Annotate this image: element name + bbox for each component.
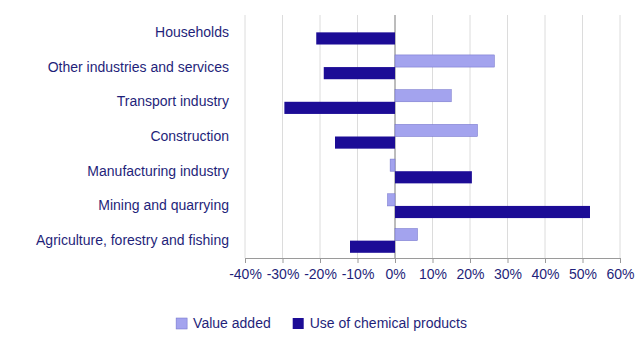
category-label: Agriculture, forestry and fishing: [36, 232, 229, 248]
tick-label: 50%: [569, 266, 597, 282]
bar: [335, 137, 395, 149]
grid-line: [320, 15, 321, 258]
plot: -40% -30%-20% -10% 0% 10% 20% 30% 40% 50% 60% Hous…: [36, 15, 635, 282]
bar: [316, 32, 395, 44]
tick-mark: [545, 258, 546, 263]
tick-mark: [283, 258, 284, 263]
grid-line: [620, 15, 621, 258]
legend-swatch: [293, 318, 304, 329]
tick-mark: [358, 258, 359, 263]
legend-label: Value added: [193, 315, 271, 331]
grid-line: [582, 15, 583, 258]
bar: [395, 171, 472, 183]
legend-item: Value added: [176, 315, 271, 331]
category-label: Mining and quarrying: [98, 197, 229, 213]
chart: -40% -30%-20% -10% 0% 10% 20% 30% 40% 50% 60% Hous…: [0, 0, 643, 340]
tick-label: 30%: [494, 266, 522, 282]
tick: Other industries and services: [48, 59, 245, 75]
tick: 30%: [494, 258, 522, 282]
tick-label: 40%: [531, 266, 559, 282]
tick: -30%: [267, 258, 300, 282]
bar: [395, 90, 451, 102]
tick-label: -10%: [342, 266, 375, 282]
category-label: Construction: [150, 128, 229, 144]
tick: Transport industry: [117, 93, 245, 109]
bar: [395, 124, 478, 136]
bar: [395, 206, 590, 218]
category-label: Manufacturing industry: [87, 163, 229, 179]
bar: [284, 102, 395, 114]
tick-mark: [245, 258, 246, 263]
tick: 10%: [419, 258, 447, 282]
tick: 60%: [606, 258, 634, 282]
legend: Value added Use of chemical products: [176, 315, 467, 331]
tick-label: -40%: [229, 266, 262, 282]
tick: Households: [155, 24, 245, 40]
tick: 20%: [456, 258, 484, 282]
legend-swatch: [176, 318, 187, 329]
grid-line: [545, 15, 546, 258]
axis-line: [246, 259, 621, 264]
tick: Construction: [150, 128, 245, 144]
tick-mark: [433, 258, 434, 263]
tick-mark: [508, 258, 509, 263]
bar: [388, 194, 396, 206]
tick: -20%: [304, 258, 337, 282]
tick-mark: [583, 258, 584, 263]
bar: [395, 228, 418, 240]
category-label: Transport industry: [117, 93, 229, 109]
grid-line: [245, 15, 246, 258]
grid-line: [507, 15, 508, 258]
bar: [350, 241, 395, 253]
tick-mark: [470, 258, 471, 263]
tick: 40%: [531, 258, 559, 282]
tick-mark: [620, 258, 621, 263]
tick: 0%: [385, 258, 405, 282]
bars: [284, 32, 590, 252]
tick: -10%: [342, 258, 375, 282]
y-axis: Households Other industries and services T…: [36, 24, 245, 248]
tick-label: -20%: [304, 266, 337, 282]
tick: Manufacturing industry: [87, 163, 245, 179]
tick: -40%: [229, 258, 262, 282]
tick-label: 0%: [385, 266, 405, 282]
tick: Agriculture, forestry and fishing: [36, 232, 245, 248]
bar: [390, 159, 395, 171]
category-label: Other industries and services: [48, 59, 229, 75]
tick-label: -30%: [267, 266, 300, 282]
legend-label: Use of chemical products: [310, 315, 467, 331]
grid: [245, 15, 620, 258]
category-label: Households: [155, 24, 229, 40]
legend-item: Use of chemical products: [293, 315, 467, 331]
tick-mark: [320, 258, 321, 263]
bar: [324, 67, 395, 79]
tick-label: 10%: [419, 266, 447, 282]
grid-line: [282, 15, 283, 258]
tick-mark: [395, 258, 396, 263]
bar: [395, 55, 494, 67]
tick: 50%: [569, 258, 597, 282]
tick-label: 60%: [606, 266, 634, 282]
tick: Mining and quarrying: [98, 197, 245, 213]
tick-label: 20%: [456, 266, 484, 282]
x-axis: -40% -30%-20% -10% 0% 10% 20% 30% 40% 50% 60%: [229, 258, 634, 282]
